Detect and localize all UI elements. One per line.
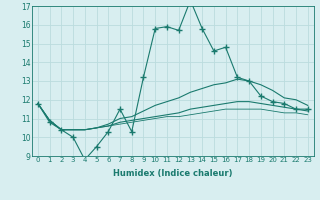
X-axis label: Humidex (Indice chaleur): Humidex (Indice chaleur) [113,169,233,178]
